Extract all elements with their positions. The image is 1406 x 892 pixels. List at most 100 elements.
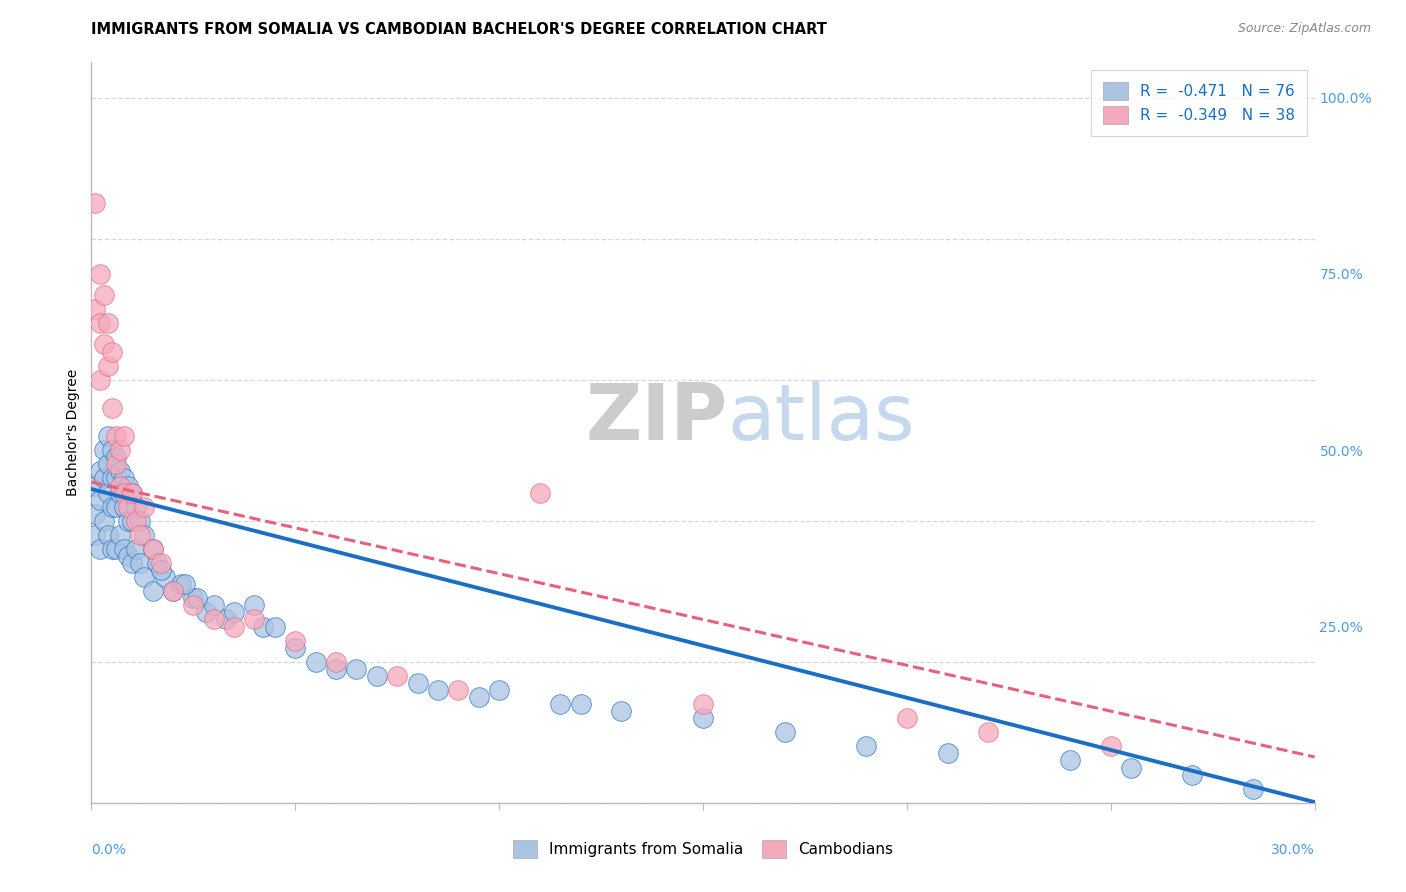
Point <box>108 478 131 492</box>
Point <box>325 662 347 676</box>
Point <box>222 606 246 620</box>
Point <box>467 690 491 704</box>
Point <box>97 458 120 472</box>
Point <box>896 711 918 725</box>
Point <box>112 500 135 514</box>
Point <box>97 528 120 542</box>
Point <box>1243 781 1265 796</box>
Point <box>529 485 551 500</box>
Point <box>183 591 205 606</box>
Point <box>125 514 148 528</box>
Point <box>264 619 287 633</box>
Point <box>1121 760 1143 774</box>
Point <box>134 500 156 514</box>
Text: IMMIGRANTS FROM SOMALIA VS CAMBODIAN BACHELOR'S DEGREE CORRELATION CHART: IMMIGRANTS FROM SOMALIA VS CAMBODIAN BAC… <box>91 22 827 37</box>
Point <box>170 577 193 591</box>
Point <box>93 337 115 351</box>
Point <box>304 655 326 669</box>
Point <box>117 478 139 492</box>
Point <box>174 577 197 591</box>
Point <box>101 344 124 359</box>
Point <box>112 485 135 500</box>
Point <box>447 683 470 698</box>
Point <box>550 697 572 711</box>
Point <box>101 443 124 458</box>
Point <box>89 541 111 556</box>
Point <box>101 471 124 485</box>
Point <box>97 359 120 373</box>
Point <box>243 612 266 626</box>
Text: 30.0%: 30.0% <box>1271 843 1315 857</box>
Point <box>284 633 307 648</box>
Point <box>84 478 107 492</box>
Point <box>385 669 409 683</box>
Point <box>252 619 274 633</box>
Point <box>222 619 246 633</box>
Point <box>104 458 127 472</box>
Point <box>610 704 633 718</box>
Point <box>141 584 163 599</box>
Point <box>427 683 450 698</box>
Point <box>1181 767 1204 781</box>
Point <box>129 514 152 528</box>
Point <box>89 464 111 478</box>
Point <box>153 570 176 584</box>
Point <box>104 500 127 514</box>
Point <box>692 697 714 711</box>
Point <box>202 599 225 613</box>
Point <box>117 500 139 514</box>
Point <box>112 541 135 556</box>
Point <box>108 443 131 458</box>
Point <box>346 662 368 676</box>
Text: 0.0%: 0.0% <box>91 843 127 857</box>
Point <box>141 541 163 556</box>
Point <box>104 450 127 465</box>
Point <box>149 563 172 577</box>
Point <box>121 485 143 500</box>
Point <box>93 288 115 302</box>
Point <box>117 514 139 528</box>
Y-axis label: Bachelor's Degree: Bachelor's Degree <box>66 369 80 496</box>
Point <box>89 267 111 281</box>
Point <box>129 556 152 570</box>
Point <box>101 401 124 415</box>
Point <box>112 429 135 443</box>
Point <box>284 640 307 655</box>
Point <box>121 485 143 500</box>
Text: atlas: atlas <box>727 380 915 456</box>
Point <box>1099 739 1122 754</box>
Point <box>97 316 120 330</box>
Point <box>121 556 143 570</box>
Point <box>162 584 184 599</box>
Point <box>366 669 388 683</box>
Point <box>84 507 107 521</box>
Point <box>773 725 796 739</box>
Point <box>406 676 429 690</box>
Point <box>97 485 120 500</box>
Point <box>1059 754 1081 768</box>
Point <box>104 429 127 443</box>
Point <box>84 528 107 542</box>
Point <box>101 500 124 514</box>
Point <box>141 541 163 556</box>
Point <box>108 464 131 478</box>
Legend: Immigrants from Somalia, Cambodians: Immigrants from Somalia, Cambodians <box>505 832 901 865</box>
Text: ZIP: ZIP <box>585 380 727 456</box>
Point <box>108 528 131 542</box>
Point <box>134 570 156 584</box>
Point <box>93 514 115 528</box>
Point <box>84 302 107 317</box>
Point <box>121 514 143 528</box>
Point <box>108 485 131 500</box>
Point <box>202 612 225 626</box>
Point <box>89 316 111 330</box>
Point <box>855 739 877 754</box>
Point <box>194 606 217 620</box>
Point <box>101 541 124 556</box>
Point <box>93 471 115 485</box>
Point <box>977 725 1000 739</box>
Point <box>215 612 238 626</box>
Point <box>145 556 167 570</box>
Point <box>129 528 152 542</box>
Point <box>149 556 172 570</box>
